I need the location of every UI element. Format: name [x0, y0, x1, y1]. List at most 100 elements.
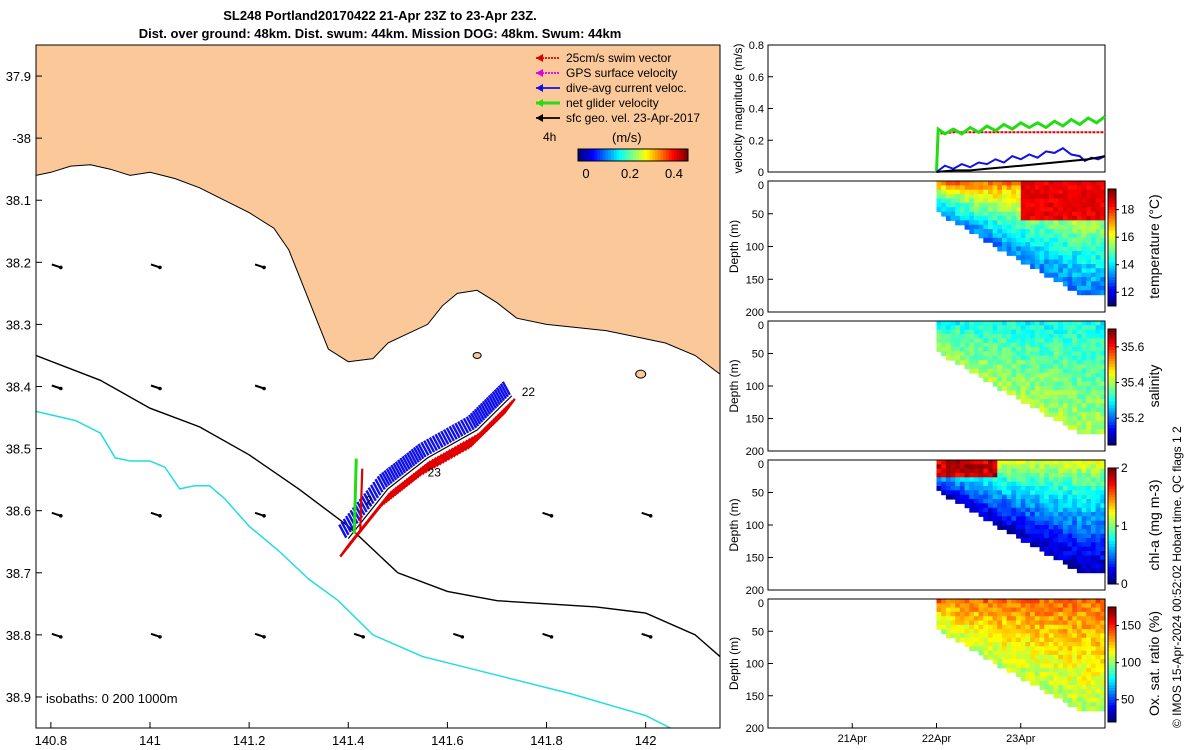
- profile-cell: [992, 464, 998, 470]
- isobath-1000m: [36, 410, 671, 728]
- profile-cell: [1039, 189, 1045, 195]
- profile-cell: [1062, 542, 1069, 548]
- profile-cell: [1025, 494, 1031, 500]
- depth-tick-label: 200: [746, 585, 764, 597]
- profile-cell: [1081, 533, 1087, 539]
- profile-cell: [1076, 211, 1083, 217]
- profile-cell: [1076, 399, 1083, 404]
- dive-avg-current-vector: [363, 492, 373, 507]
- map-colorbar-cell: [649, 149, 653, 161]
- profile-cell: [1016, 637, 1022, 643]
- profile-cell: [1095, 516, 1101, 522]
- profile-cell: [1002, 507, 1008, 513]
- profile-cell: [1020, 663, 1027, 669]
- profile-cell: [1086, 477, 1092, 483]
- profile-cell: [988, 220, 994, 226]
- profile-colorbar-cell: [1108, 366, 1116, 371]
- profile-cell: [1030, 321, 1036, 326]
- profile-cell: [1030, 663, 1036, 669]
- profile-cell: [1011, 250, 1017, 256]
- profile-cell: [1100, 259, 1106, 265]
- profile-cell: [997, 620, 1003, 626]
- profile-cell: [1039, 468, 1045, 474]
- profile-cell: [1100, 250, 1106, 256]
- profile-cell: [1039, 259, 1045, 265]
- profile-cell: [1072, 599, 1078, 604]
- dive-avg-current-vector: [491, 391, 501, 406]
- profile-cell: [1039, 342, 1045, 348]
- profile-colorbar-cell: [1108, 661, 1116, 665]
- profile-colorbar-cell: [1108, 279, 1116, 284]
- profile-cell: [1030, 512, 1036, 517]
- profile-cell: [1067, 676, 1073, 682]
- profile-cell: [978, 629, 984, 634]
- depth-tick-label: 150: [746, 414, 764, 426]
- profile-colorbar-cell: [1108, 607, 1116, 611]
- profile-cell: [1076, 481, 1083, 487]
- profile-cell: [969, 468, 975, 474]
- geo-velocity-arrowhead: [648, 635, 653, 639]
- profile-cell: [1067, 425, 1073, 430]
- profile-cell: [1091, 689, 1097, 695]
- profile-cell: [1039, 181, 1045, 186]
- profile-cell: [1016, 351, 1022, 357]
- profile-cell: [1076, 181, 1083, 186]
- map-colorbar-cell: [586, 149, 590, 161]
- profile-cell: [1100, 368, 1106, 374]
- profile-cell: [1072, 693, 1078, 699]
- profile-cell: [1072, 194, 1078, 200]
- profile-cell: [997, 473, 1003, 478]
- profile-cell: [941, 603, 947, 609]
- profile-cell: [950, 629, 956, 634]
- profile-cell: [1100, 481, 1106, 487]
- profile-cell: [1091, 381, 1097, 387]
- profile-cell: [964, 624, 970, 630]
- profile-cell: [959, 620, 966, 626]
- profile-cell: [1039, 637, 1045, 643]
- profile-cell: [983, 494, 989, 500]
- profile-cell: [1020, 512, 1027, 517]
- profile-cell: [992, 224, 998, 230]
- profile-cell: [1016, 525, 1022, 530]
- profile-cell: [1072, 486, 1078, 491]
- geo-velocity-arrowhead: [262, 513, 266, 518]
- profile-cell: [1002, 325, 1008, 331]
- profile-cell: [1086, 520, 1092, 526]
- profile-cell: [1048, 490, 1055, 496]
- profile-cell: [1086, 633, 1092, 639]
- profile-cell: [1020, 603, 1027, 609]
- profile-cell: [1086, 672, 1092, 677]
- profile-cell: [945, 629, 952, 634]
- profile-cell: [1016, 364, 1022, 370]
- profile-cell: [969, 325, 975, 331]
- profile-cell: [1044, 412, 1050, 417]
- profile-cell: [1011, 642, 1017, 647]
- profile-cell: [1020, 211, 1027, 217]
- dive-avg-current-vector: [423, 440, 433, 455]
- profile-cell: [1025, 654, 1031, 660]
- profile-cell: [959, 215, 966, 221]
- dive-avg-current-vector: [345, 515, 355, 530]
- profile-cell: [1086, 646, 1092, 652]
- profile-cell: [1053, 338, 1059, 344]
- profile-cell: [1067, 633, 1073, 639]
- profile-cell: [992, 334, 998, 339]
- profile-cell: [1011, 503, 1017, 509]
- profile-cell: [1095, 689, 1101, 695]
- profile-cell: [1039, 624, 1045, 630]
- profile-cell: [997, 329, 1003, 335]
- profile-cell: [1076, 290, 1083, 296]
- profile-cell: [997, 242, 1003, 248]
- profile-cell: [1011, 654, 1017, 660]
- profile-colorbar-cell: [1108, 473, 1116, 478]
- map-colorbar-cell: [682, 149, 686, 161]
- profile-cell: [1011, 207, 1017, 213]
- map-colorbar-cell: [655, 149, 658, 161]
- profile-cell: [1067, 412, 1073, 417]
- profile-cell: [1076, 338, 1083, 344]
- profile-cell: [992, 338, 998, 344]
- profile-cell: [1030, 637, 1036, 643]
- profile-cell: [1062, 255, 1069, 261]
- dive-avg-current-vector: [376, 475, 386, 490]
- profile-cell: [1076, 215, 1083, 221]
